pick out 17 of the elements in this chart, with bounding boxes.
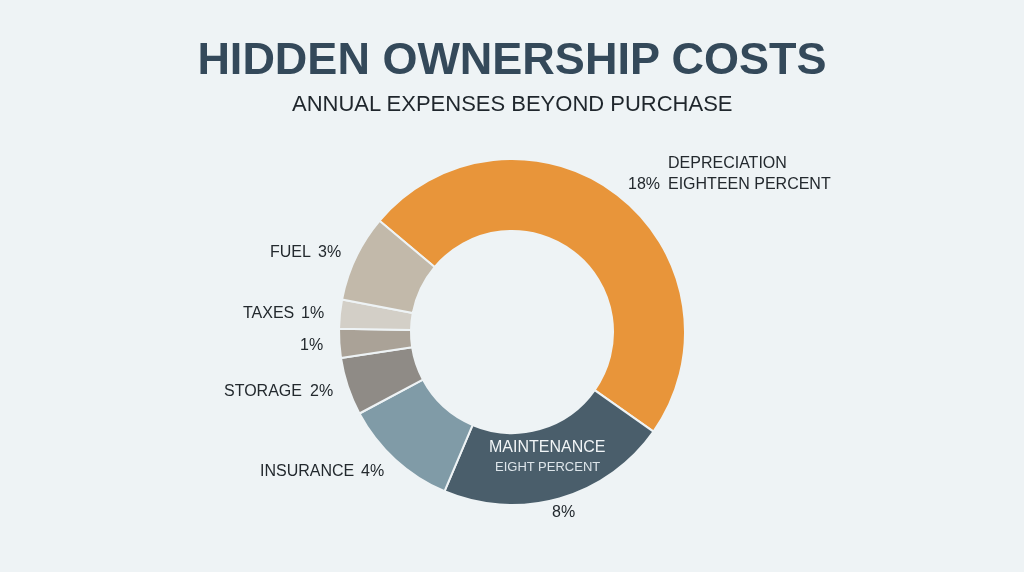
text: EIGHT PERCENT [495, 459, 601, 474]
data-label: 8% [552, 503, 576, 520]
data-label: 3% [318, 243, 342, 260]
data-label: 1% [300, 336, 324, 353]
data-label: 18% [628, 175, 661, 192]
slice-label: FUEL [270, 243, 311, 260]
slice-label: INSURANCE [260, 462, 355, 479]
chart-subtitle: ANNUAL EXPENSES BEYOND PURCHASE [292, 91, 733, 116]
data-label: 2% [310, 382, 334, 399]
chart-title: HIDDEN OWNERSHIP COSTS [197, 32, 827, 84]
slice-label: DEPRECIATION [668, 154, 787, 171]
data-label: 4% [361, 462, 385, 479]
slice-label: STORAGE [224, 382, 302, 399]
slice-label: TAXES [243, 304, 295, 321]
text: EIGHTEEN PERCENT [668, 175, 831, 192]
slice-label: MAINTENANCE [489, 438, 606, 455]
data-label: 1% [301, 304, 325, 321]
